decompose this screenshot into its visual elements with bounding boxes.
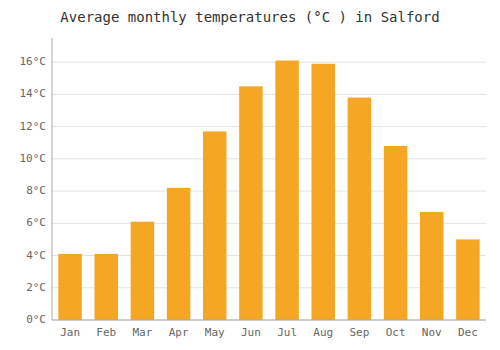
x-tick-label: Jan xyxy=(60,326,80,339)
x-tick-label: Jun xyxy=(241,326,261,339)
bar xyxy=(203,131,227,320)
y-axis-line xyxy=(52,38,53,320)
grid-line xyxy=(52,94,486,95)
bar xyxy=(239,86,263,320)
bar xyxy=(348,98,372,320)
x-tick-label: Mar xyxy=(132,326,152,339)
x-tick-label: Apr xyxy=(169,326,189,339)
y-tick-label: 2°C xyxy=(26,281,46,294)
x-tick-labels: Jan Feb Mar Apr May Jun Jul Aug Sep Oct Nov Dec xyxy=(60,326,478,339)
x-tick-label: Feb xyxy=(96,326,116,339)
y-tick-label: 12°C xyxy=(20,120,47,133)
y-tick-label: 16°C xyxy=(20,55,47,68)
x-tick-label: May xyxy=(205,326,225,339)
x-tick-label: Nov xyxy=(422,326,442,339)
bar xyxy=(58,254,82,320)
bar xyxy=(420,212,444,320)
x-tick-label: Jul xyxy=(277,326,297,339)
y-tick-label: 6°C xyxy=(26,216,46,229)
bar xyxy=(456,239,480,320)
x-tick-label: Oct xyxy=(386,326,406,339)
bar xyxy=(275,61,299,320)
grid-line xyxy=(52,126,486,127)
y-tick-labels: 0°C 2°C 4°C 6°C 8°C 10°C 12°C 14°C 16°C xyxy=(20,55,47,326)
y-tick-label: 14°C xyxy=(20,87,47,100)
x-axis-line xyxy=(52,320,486,321)
y-tick-label: 10°C xyxy=(20,152,47,165)
grid-line xyxy=(52,62,486,63)
bar xyxy=(131,222,155,320)
y-grid xyxy=(52,62,486,320)
bar xyxy=(94,254,118,320)
y-tick-label: 0°C xyxy=(26,313,46,326)
x-tick-label: Sep xyxy=(349,326,369,339)
y-tick-label: 4°C xyxy=(26,249,46,262)
x-tick-label: Dec xyxy=(458,326,478,339)
bar xyxy=(384,146,408,320)
grid-line xyxy=(52,320,486,321)
title: Average monthly temperatures (°C ) in Sa… xyxy=(60,9,439,25)
y-tick-label: 8°C xyxy=(26,184,46,197)
x-tick-label: Aug xyxy=(313,326,333,339)
grid-line xyxy=(52,158,486,159)
bar xyxy=(167,188,191,320)
grid-line xyxy=(52,191,486,192)
bars xyxy=(58,61,479,320)
chart: 0°C 2°C 4°C 6°C 8°C 10°C 12°C 14°C 16°C Jan Feb Mar… xyxy=(0,0,500,350)
bar xyxy=(311,64,335,320)
